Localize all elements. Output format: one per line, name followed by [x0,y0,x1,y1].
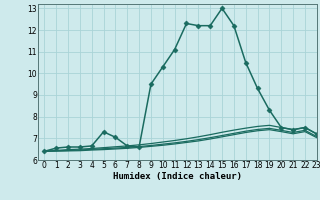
X-axis label: Humidex (Indice chaleur): Humidex (Indice chaleur) [113,172,242,181]
